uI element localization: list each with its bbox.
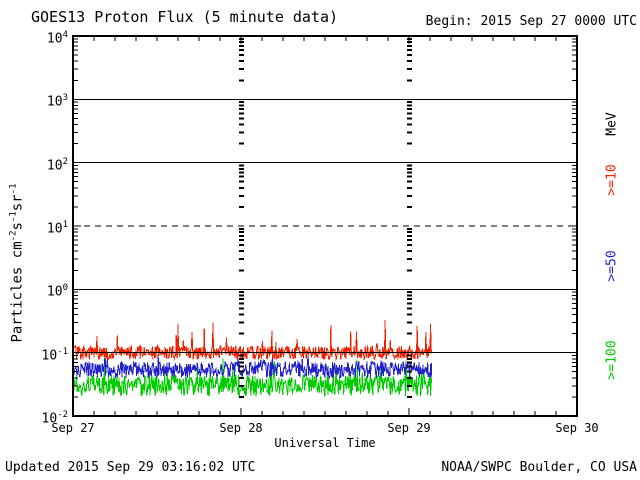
y-tick-label: 100 [46, 283, 68, 300]
x-tick-label: Sep 29 [387, 421, 431, 435]
legend-ge100-label: >=100 [604, 340, 620, 380]
y-tick-label: 102 [46, 156, 68, 173]
y-tick-label: 10-2 [41, 410, 69, 427]
chart-title: GOES13 Proton Flux (5 minute data) [31, 8, 339, 26]
y-tick-label: 101 [46, 220, 68, 237]
updated-timestamp: Updated 2015 Sep 29 03:16:02 UTC [5, 460, 256, 475]
legend-ge50-label: >=50 [604, 250, 620, 282]
x-tick-label: Sep 27 [51, 421, 95, 435]
y-axis-title: Particles cm-2s-1sr-1 [8, 183, 26, 343]
begin-timestamp: Begin: 2015 Sep 27 0000 UTC [425, 14, 637, 29]
legend-unit-mev: MeV [604, 112, 620, 136]
legend-ge10-label: >=10 [604, 164, 620, 196]
y-tick-label: 10-1 [41, 346, 69, 363]
x-axis-title: Universal Time [274, 436, 376, 450]
y-tick-label: 103 [46, 93, 68, 110]
x-tick-label: Sep 28 [219, 421, 263, 435]
y-tick-label: 104 [46, 30, 68, 47]
x-tick-label: Sep 30 [555, 421, 599, 435]
source-credit: NOAA/SWPC Boulder, CO USA [441, 460, 637, 475]
